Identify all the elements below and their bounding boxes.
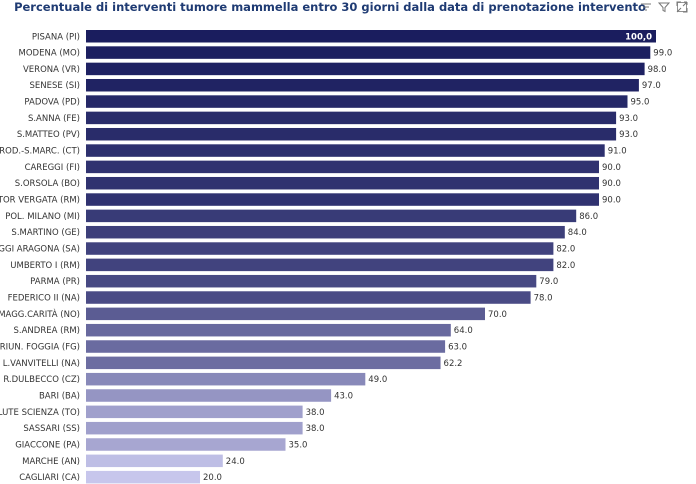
category-label: S.MATTEO (PV)	[17, 130, 80, 140]
bar[interactable]	[86, 470, 200, 484]
bar[interactable]	[86, 372, 366, 386]
category-label: VERONA (VR)	[23, 65, 80, 75]
value-label: 93.0	[619, 114, 638, 124]
bar[interactable]	[86, 46, 651, 59]
category-label: GIACCONE (PA)	[15, 441, 80, 451]
value-label: 82.0	[556, 261, 575, 271]
bar[interactable]	[86, 193, 599, 206]
value-label: 90.0	[602, 163, 621, 173]
value-label: 99.0	[653, 49, 672, 59]
bar[interactable]	[86, 160, 599, 174]
value-label: 20.0	[203, 473, 222, 483]
category-label: S.ANNA (FE)	[28, 114, 80, 124]
bar[interactable]	[86, 323, 451, 337]
value-label: 38.0	[306, 408, 325, 418]
value-label: 91.0	[608, 147, 627, 157]
bar[interactable]	[86, 176, 599, 190]
category-label: BARI (BA)	[39, 392, 80, 402]
category-label: S.ORSOLA (BO)	[15, 179, 80, 189]
value-label: 38.0	[306, 424, 325, 434]
bar[interactable]	[86, 274, 537, 288]
visual-toolbar	[640, 1, 688, 13]
value-label: 78.0	[534, 294, 553, 304]
value-label: 100,0	[625, 32, 652, 42]
value-label: 84.0	[568, 228, 587, 238]
value-label: 97.0	[642, 81, 661, 91]
category-label: L.VANVITELLI (NA)	[3, 359, 80, 369]
category-label: FEDERICO II (NA)	[8, 294, 80, 304]
bar[interactable]	[86, 30, 656, 43]
value-label: 35.0	[289, 441, 308, 451]
bar[interactable]	[86, 454, 223, 468]
bar[interactable]	[86, 95, 628, 108]
category-label: ALUTE SCIENZA (TO)	[0, 408, 80, 418]
category-label: RIUN. FOGGIA (FG)	[0, 343, 80, 353]
bar[interactable]	[86, 78, 639, 92]
bar[interactable]	[86, 144, 605, 157]
category-label: R.DULBECCO (CZ)	[3, 375, 80, 385]
category-label: UMBERTO I (RM)	[10, 261, 80, 271]
bar[interactable]	[86, 242, 554, 255]
filter-lines-icon[interactable]	[640, 1, 652, 13]
bar[interactable]	[86, 209, 577, 223]
bar[interactable]	[86, 258, 554, 272]
bar[interactable]	[86, 307, 485, 321]
value-label: 62.2	[444, 359, 463, 369]
bar[interactable]	[86, 225, 565, 239]
category-label: CAGLIARI (CA)	[19, 473, 80, 483]
bar[interactable]	[86, 356, 441, 370]
expand-icon[interactable]	[676, 1, 688, 13]
bar[interactable]	[86, 389, 332, 402]
value-label: 86.0	[579, 212, 598, 222]
filter-icon[interactable]	[658, 1, 670, 13]
value-label: 98.0	[648, 65, 667, 75]
category-label: S.ANDREA (RM)	[14, 326, 80, 336]
category-label: SENESE (SI)	[30, 81, 81, 91]
chart-title: Percentuale di interventi tumore mammell…	[14, 0, 646, 14]
value-label: 70.0	[488, 310, 507, 320]
category-label: MAGG.CARITÀ (NO)	[0, 308, 80, 320]
value-label: 90.0	[602, 196, 621, 206]
value-label: 24.0	[226, 457, 245, 467]
category-label: TOR VERGATA (RM)	[0, 196, 80, 206]
bar[interactable]	[86, 421, 303, 435]
category-label: PARMA (PR)	[30, 277, 80, 287]
category-label: PISANA (PI)	[32, 32, 80, 42]
category-label: PADOVA (PD)	[24, 98, 80, 108]
bar[interactable]	[86, 291, 531, 304]
category-label: CAREGGI (FI)	[25, 163, 80, 173]
bar[interactable]	[86, 340, 446, 353]
value-label: 43.0	[334, 392, 353, 402]
category-label: S.MARTINO (GE)	[11, 228, 80, 238]
value-label: 95.0	[631, 98, 650, 108]
value-label: 63.0	[448, 343, 467, 353]
bar[interactable]	[86, 438, 286, 451]
value-label: 82.0	[556, 245, 575, 255]
bar[interactable]	[86, 62, 645, 76]
value-label: 93.0	[619, 130, 638, 140]
value-label: 79.0	[539, 277, 558, 287]
bar[interactable]	[86, 405, 303, 419]
value-label: 90.0	[602, 179, 621, 189]
category-label: ROD.-S.MARC. (CT)	[0, 147, 80, 157]
category-label: MODENA (MO)	[19, 49, 80, 59]
value-label: 64.0	[454, 326, 473, 336]
bar[interactable]	[86, 111, 617, 125]
category-label: UGGI ARAGONA (SA)	[0, 245, 80, 255]
value-label: 49.0	[368, 375, 387, 385]
category-label: MARCHE (AN)	[22, 457, 80, 467]
bar[interactable]	[86, 127, 617, 141]
category-label: POL. MILANO (MI)	[5, 212, 80, 222]
category-label: SASSARI (SS)	[23, 424, 80, 434]
